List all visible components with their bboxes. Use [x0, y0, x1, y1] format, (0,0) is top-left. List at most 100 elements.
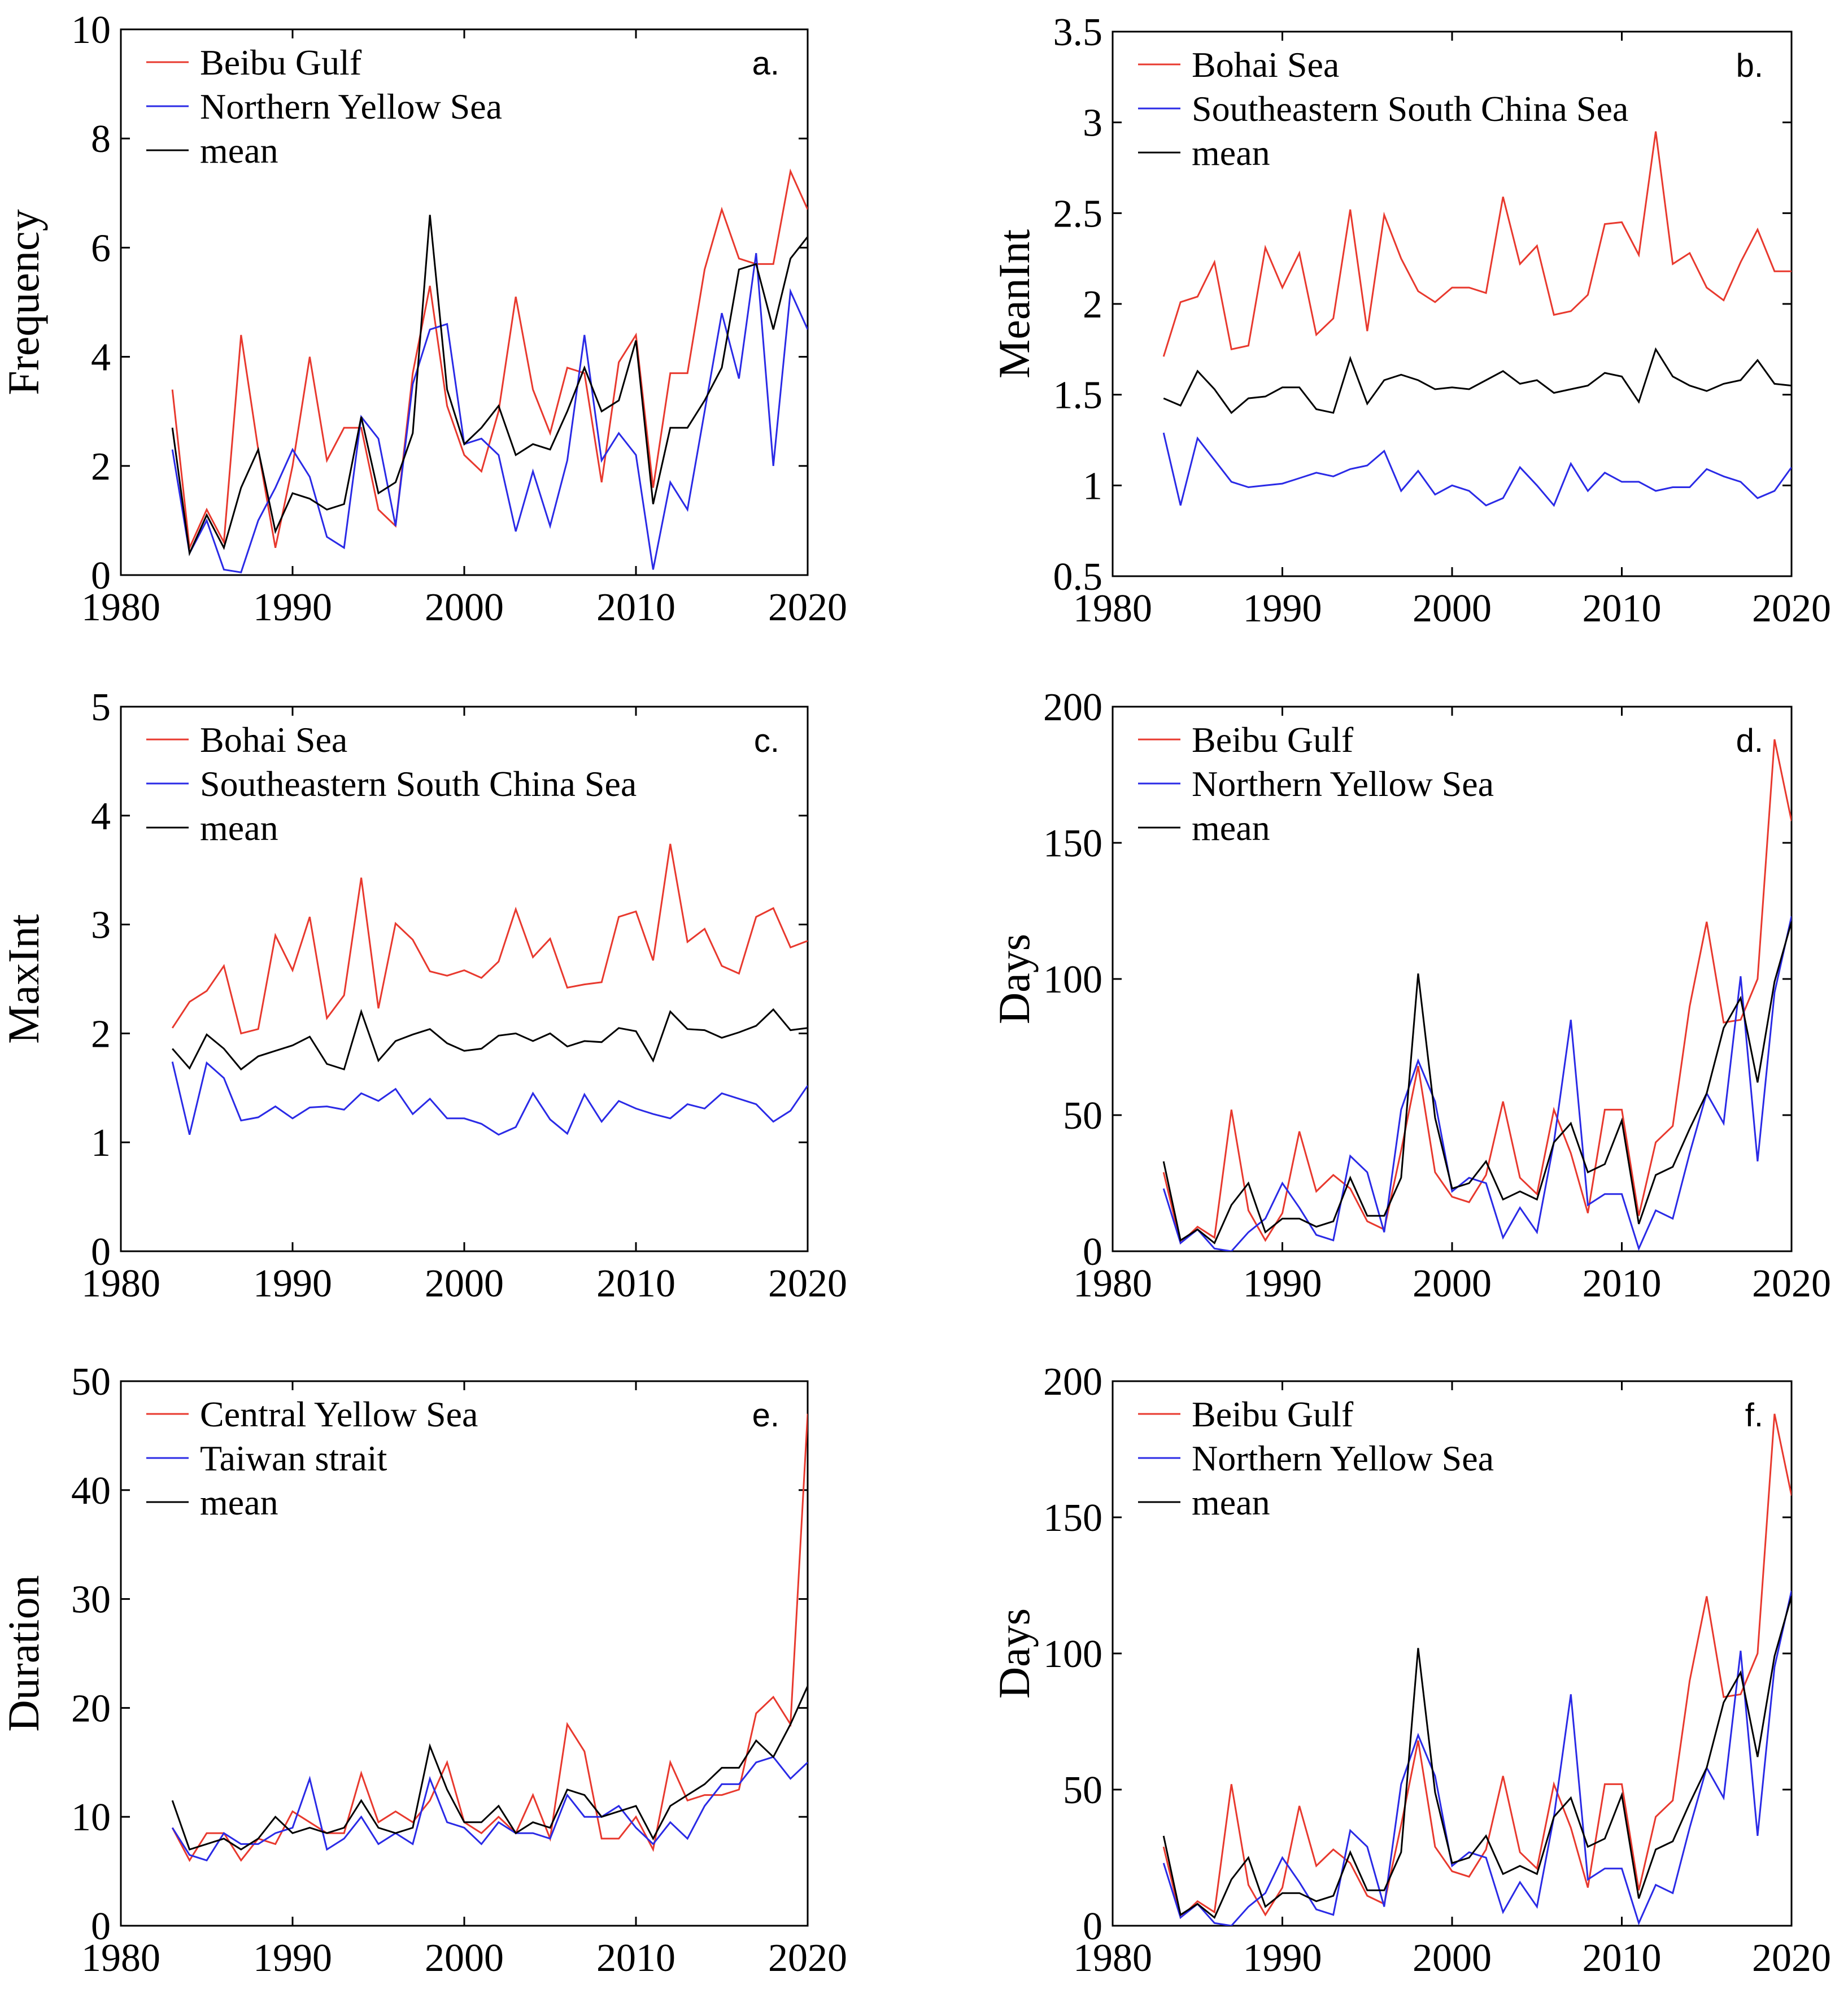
y-tick-label: 4 [91, 795, 111, 838]
y-tick-label: 100 [1043, 1633, 1102, 1676]
series-line-taiwan-strait [171, 1756, 808, 1862]
legend-label: Taiwan strait [200, 1438, 387, 1478]
legend-label: Central Yellow Sea [200, 1394, 478, 1434]
x-tick-label: 2020 [1752, 1936, 1831, 1980]
y-tick-label: 50 [1063, 1769, 1102, 1812]
y-tick-label: 10 [71, 1796, 111, 1839]
x-tick-label: 1980 [81, 1262, 160, 1305]
panel-label: c. [754, 723, 779, 759]
y-tick-label: 3 [91, 904, 111, 947]
y-tick-label: 20 [71, 1687, 111, 1730]
y-tick-label: 30 [71, 1578, 111, 1622]
x-tick-label: 1990 [1243, 587, 1322, 630]
x-tick-label: 2010 [1583, 1936, 1662, 1980]
y-axis-label: MaxInt [0, 914, 48, 1044]
legend-label: mean [200, 808, 278, 848]
y-tick-label: 3.5 [1053, 11, 1103, 54]
chart-panel-4: 1980 1990 2000 2010 2020 0 50 100 150 200 Days Beib… [990, 686, 1831, 1305]
x-tick-label: 2000 [1413, 1936, 1492, 1980]
legend-label: Northern Yellow Sea [1192, 1438, 1494, 1478]
x-tick-label: 2010 [596, 586, 675, 629]
x-tick-label: 2010 [596, 1262, 675, 1305]
series-line-mean [172, 1008, 808, 1071]
y-tick-label: 5 [91, 686, 111, 729]
panel-label: b. [1736, 47, 1763, 84]
x-tick-label: 2000 [425, 1936, 504, 1980]
x-tick-label: 1980 [1073, 1262, 1152, 1305]
legend-label: Southeastern South China Sea [1192, 89, 1628, 129]
chart-panel-2: 1980 1990 2000 2010 2020 0.5 1 1.5 2 2.5 3 3.5 MeanI… [990, 11, 1831, 630]
y-tick-label: 1 [1083, 464, 1102, 508]
legend-label: Beibu Gulf [200, 42, 362, 82]
x-tick-label: 2000 [1413, 1262, 1492, 1305]
series-line-beibu-gulf [1162, 739, 1792, 1245]
legend-label: mean [200, 1482, 278, 1522]
x-tick-label: 1980 [81, 586, 160, 629]
y-axis-label: Days [990, 1608, 1039, 1699]
series-line-mean [171, 1686, 808, 1851]
panel-label: f. [1745, 1397, 1763, 1434]
chart-panel-1: 1980 1990 2000 2010 2020 0 2 4 6 8 10 Frequency Beib… [0, 8, 847, 629]
y-tick-label: 0 [1083, 1230, 1102, 1274]
y-tick-label: 0 [91, 1905, 111, 1948]
x-tick-label: 2020 [1752, 1262, 1831, 1305]
y-tick-label: 100 [1043, 958, 1102, 1002]
y-tick-label: 0 [1083, 1905, 1102, 1948]
y-tick-label: 0.5 [1053, 555, 1103, 599]
y-tick-label: 3 [1083, 102, 1102, 145]
y-tick-label: 2 [91, 445, 111, 489]
x-tick-label: 2020 [1752, 587, 1831, 630]
series-line-southeastern-south-china-sea [1162, 432, 1792, 507]
y-tick-label: 2.5 [1053, 192, 1103, 236]
x-tick-label: 2010 [1583, 587, 1662, 630]
legend-label: Northern Yellow Sea [200, 86, 502, 127]
y-tick-label: 150 [1043, 822, 1102, 865]
panel-label: a. [752, 45, 779, 82]
y-tick-label: 150 [1043, 1496, 1102, 1540]
y-tick-label: 200 [1043, 686, 1102, 729]
legend-label: Bohai Sea [1192, 45, 1339, 85]
series-line-mean [1162, 1596, 1792, 1919]
x-tick-label: 2020 [768, 1262, 847, 1305]
y-tick-label: 0 [91, 1230, 111, 1274]
x-tick-label: 2010 [1583, 1262, 1662, 1305]
y-tick-label: 2 [1083, 283, 1102, 327]
series-line-central-yellow-sea [171, 1413, 808, 1862]
chart-panel-3: 1980 1990 2000 2010 2020 0 1 2 3 4 5 MaxInt Bohai Se… [0, 686, 847, 1305]
series-line-beibu-gulf [1162, 1413, 1792, 1920]
y-tick-label: 1.5 [1053, 374, 1103, 417]
y-tick-label: 10 [71, 8, 111, 52]
y-tick-label: 50 [71, 1360, 111, 1404]
series-line-northern-yellow-sea [1162, 1590, 1792, 1926]
x-tick-label: 2000 [425, 1262, 504, 1305]
x-tick-label: 1980 [1073, 587, 1152, 630]
y-axis-label: Frequency [0, 209, 48, 395]
y-axis-label: MeanInt [990, 229, 1039, 379]
x-tick-label: 2010 [596, 1936, 675, 1980]
legend-label: Northern Yellow Sea [1192, 764, 1494, 804]
x-tick-label: 2020 [768, 1936, 847, 1980]
y-axis-label: Duration [0, 1575, 48, 1731]
legend-label: mean [1192, 133, 1270, 173]
y-tick-label: 2 [91, 1012, 111, 1056]
legend-label: mean [1192, 808, 1270, 848]
y-tick-label: 4 [91, 336, 111, 380]
legend-label: mean [200, 130, 278, 171]
x-tick-label: 1980 [1073, 1936, 1152, 1980]
series-line-beibu-gulf [171, 168, 808, 551]
x-tick-label: 1990 [253, 586, 332, 629]
chart-panel-5: 1980 1990 2000 2010 2020 0 10 20 30 40 50 Duration C… [0, 1360, 847, 1980]
series-line-southeastern-south-china-sea [171, 1061, 808, 1136]
y-tick-label: 40 [71, 1469, 111, 1513]
x-tick-label: 1990 [1243, 1262, 1322, 1305]
legend-label: Beibu Gulf [1192, 720, 1354, 760]
x-tick-label: 2000 [1413, 587, 1492, 630]
x-tick-label: 2020 [768, 586, 847, 629]
series-line-mean [171, 215, 808, 556]
legend-label: Southeastern South China Sea [200, 764, 637, 804]
y-tick-label: 0 [91, 554, 111, 598]
x-tick-label: 1990 [253, 1936, 332, 1980]
series-line-bohai-sea [171, 843, 808, 1035]
chart-panel-6: 1980 1990 2000 2010 2020 0 50 100 150 200 Days Beib… [990, 1360, 1831, 1980]
